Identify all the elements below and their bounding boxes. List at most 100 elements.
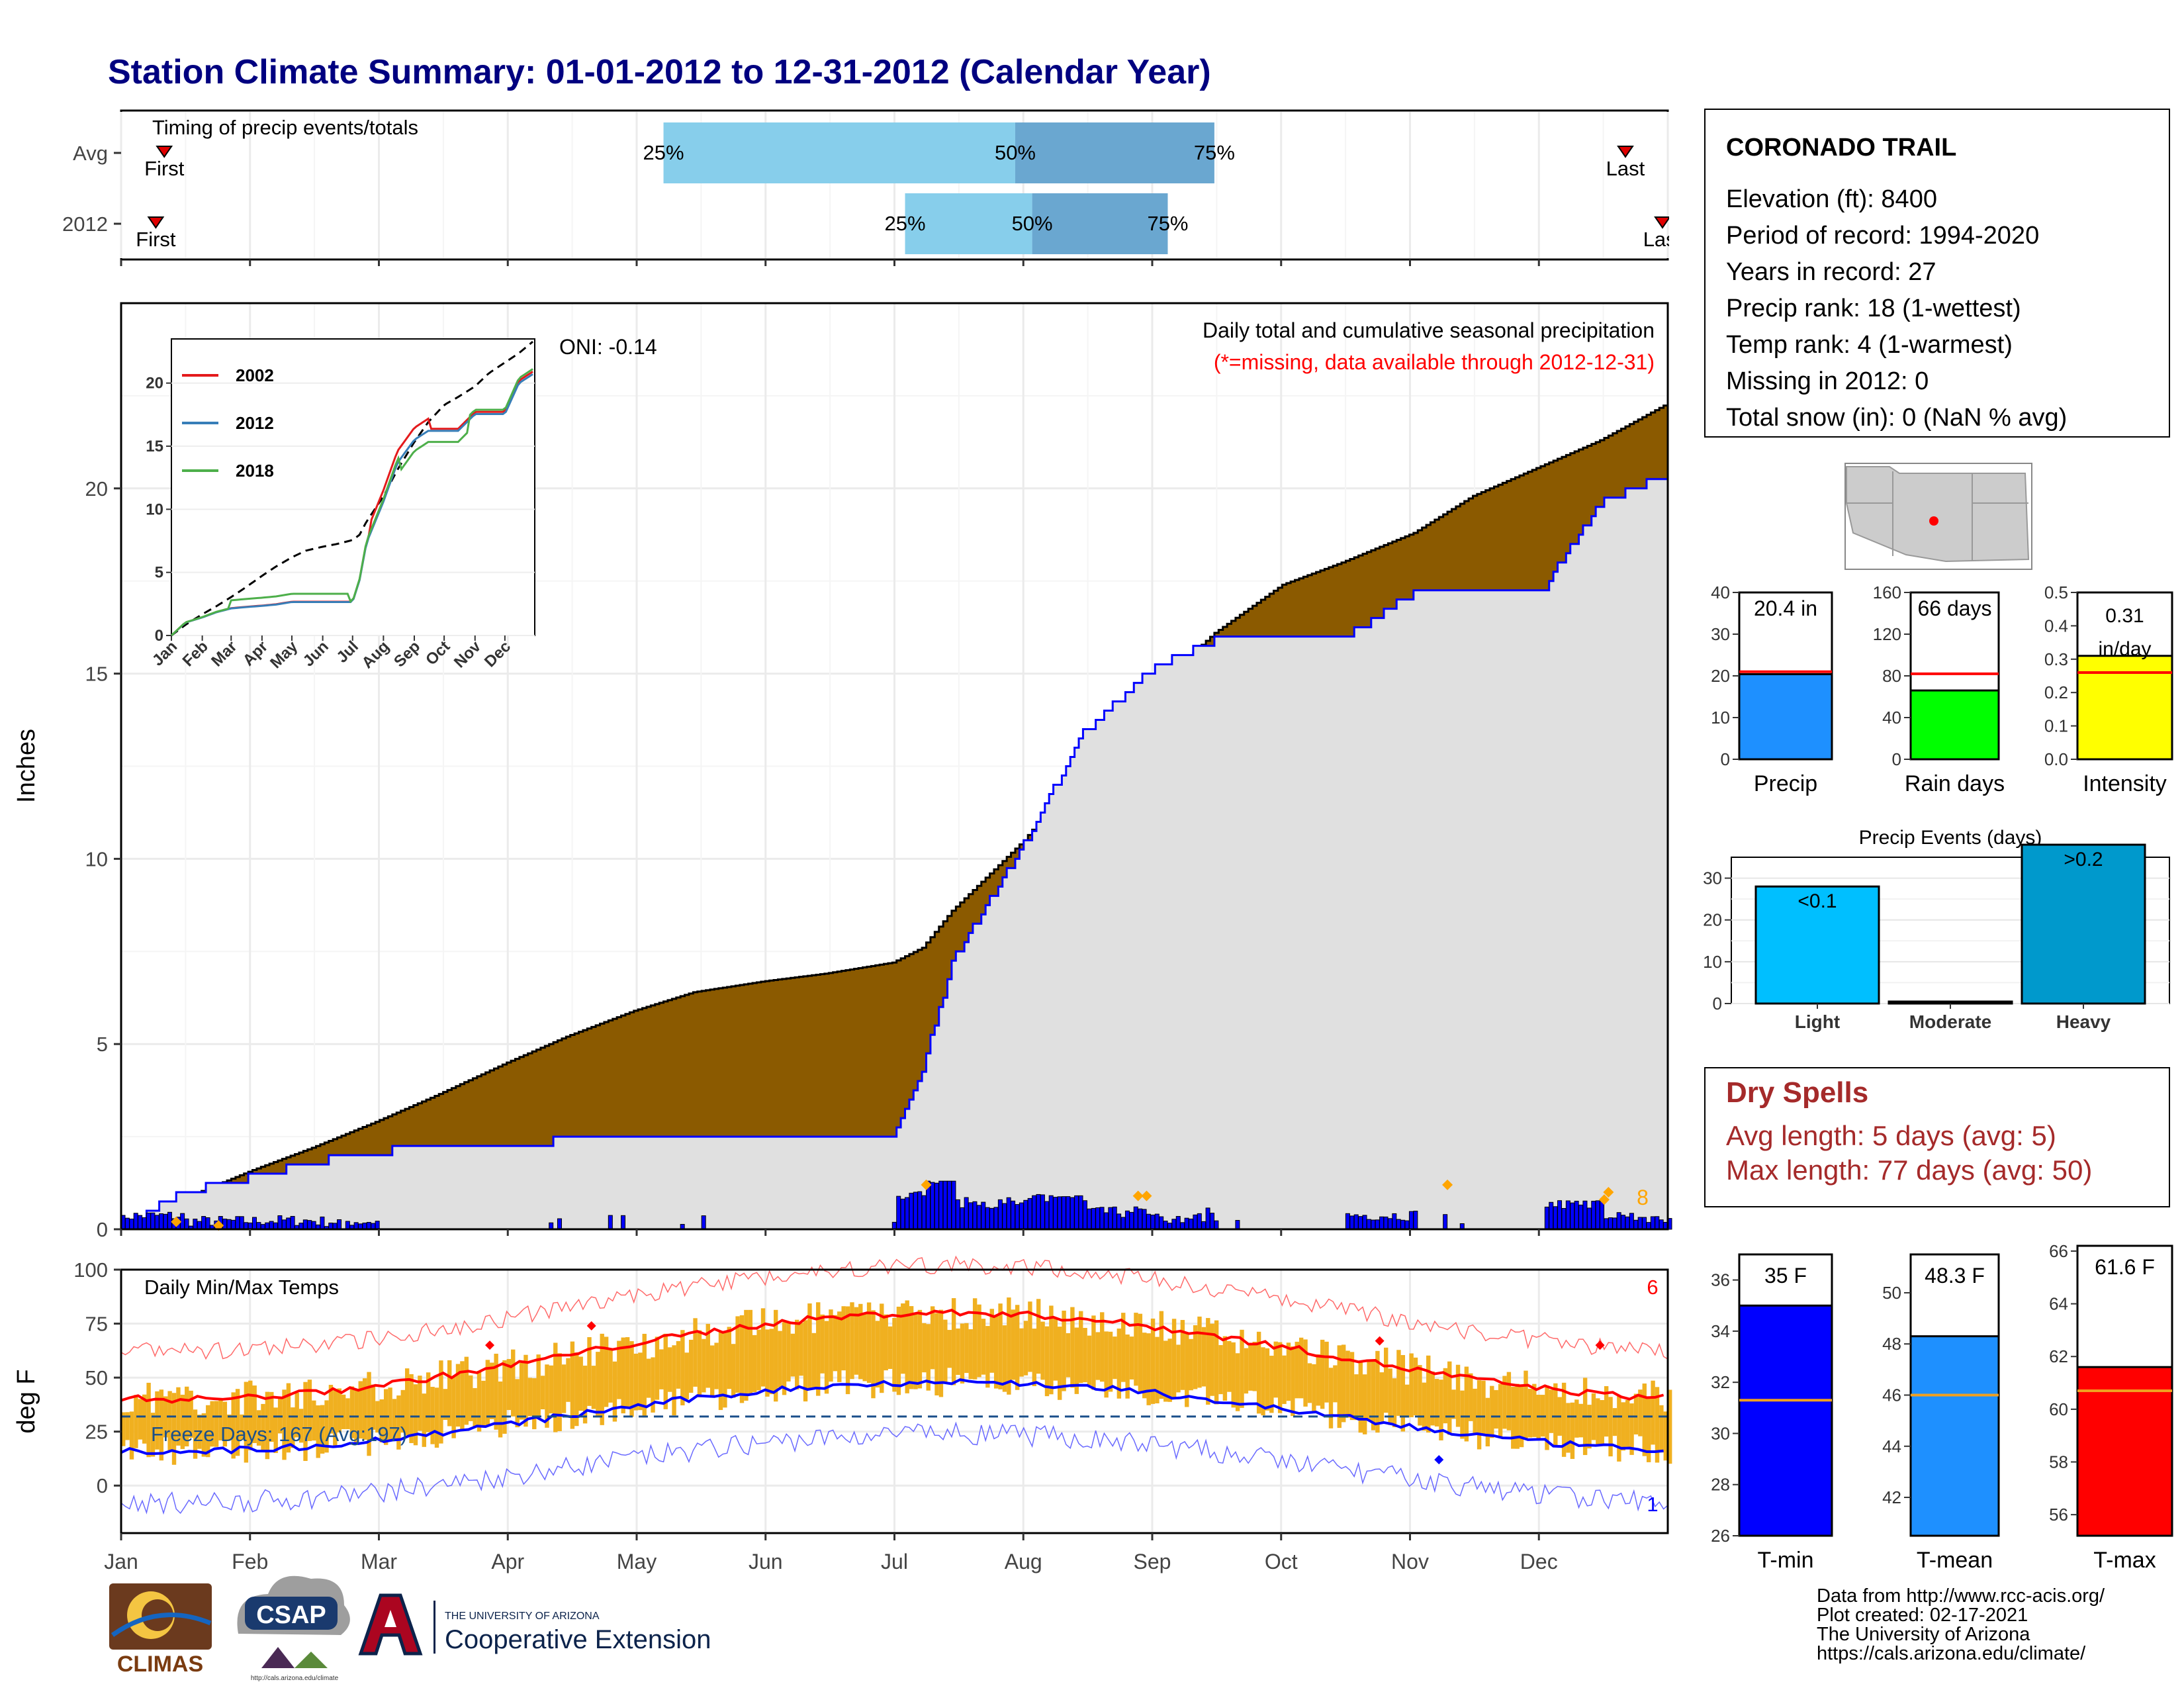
daily-precip-bar <box>1600 1201 1605 1230</box>
daily-temp-bar <box>240 1414 244 1440</box>
daily-temp-bar <box>1481 1380 1486 1436</box>
daily-precip-bar <box>968 1202 974 1230</box>
daily-precip-bar <box>256 1222 261 1230</box>
daily-temp-bar <box>1612 1408 1617 1436</box>
daily-temp-bar <box>1248 1344 1253 1391</box>
daily-precip-bar <box>1549 1201 1554 1230</box>
summary-value: 66 days <box>1917 596 1991 620</box>
daily-temp-bar <box>884 1314 888 1371</box>
daily-temp-bar <box>1443 1368 1448 1424</box>
daily-precip-bar <box>239 1216 244 1230</box>
daily-precip-bar <box>302 1219 308 1230</box>
daily-temp-bar <box>651 1357 655 1413</box>
last-event-marker <box>1617 146 1634 158</box>
daily-precip-bar <box>1366 1219 1371 1230</box>
daily-temp-bar <box>557 1353 562 1432</box>
month-label: Jun <box>749 1550 783 1573</box>
y-tick-label: 120 <box>1873 624 1901 644</box>
percentile-label: 50% <box>995 141 1036 164</box>
daily-precip-bar <box>1616 1212 1621 1230</box>
daily-temp-bar <box>646 1358 651 1398</box>
inset-y-tick-label: 10 <box>146 500 163 518</box>
month-label: Feb <box>232 1550 268 1573</box>
daily-temp-bar <box>1668 1389 1672 1464</box>
daily-precip-bar <box>1027 1197 1032 1230</box>
station-info-box: CORONADO TRAIL Elevation (ft): 8400 Peri… <box>1704 109 2170 438</box>
daily-precip-bar <box>985 1207 990 1230</box>
daily-temp-bar <box>167 1391 172 1451</box>
daily-temp-bar <box>1210 1323 1214 1396</box>
record-high-count: 6 <box>1647 1276 1658 1299</box>
daily-temp-bar <box>511 1349 516 1417</box>
event-category-label: Light <box>1795 1011 1840 1032</box>
event-category-label: Moderate <box>1909 1011 1991 1032</box>
daily-temp-bar <box>1104 1331 1109 1398</box>
station-line: Total snow (in): 0 (NaN % avg) <box>1726 404 2067 432</box>
daily-temp-bar <box>1269 1356 1274 1413</box>
inset-legend-label: 2018 <box>236 461 274 481</box>
daily-temp-bar <box>320 1405 325 1454</box>
daily-precip-bar <box>1210 1213 1215 1230</box>
daily-temp-bar <box>638 1352 643 1411</box>
daily-temp-bar <box>134 1395 138 1448</box>
daily-precip-bar <box>251 1217 257 1230</box>
timing-panel: Timing of precip events/totals 25% 50% 75% F… <box>62 106 1696 266</box>
daily-temp-bar <box>960 1323 965 1384</box>
daily-temp-bar <box>1392 1378 1397 1427</box>
daily-temp-bar <box>536 1354 541 1417</box>
daily-temp-bar <box>739 1315 745 1403</box>
daily-temp-bar <box>426 1372 431 1432</box>
daily-temp-bar <box>418 1376 422 1431</box>
daily-temp-bar <box>901 1303 905 1374</box>
daily-temp-bar <box>680 1330 685 1406</box>
daily-precip-bar <box>1235 1220 1240 1230</box>
location-map <box>1844 463 2032 570</box>
daily-precip-bar <box>1044 1201 1050 1230</box>
daily-precip-bar <box>1129 1211 1134 1230</box>
station-line: Temp rank: 4 (1-warmest) <box>1726 331 2013 359</box>
daily-precip-bar <box>311 1221 316 1230</box>
y-tick-label: 64 <box>2049 1294 2068 1314</box>
daily-temp-bar <box>1451 1389 1456 1419</box>
inset-legend-label: 2002 <box>236 365 274 385</box>
month-label: Oct <box>1265 1550 1298 1573</box>
month-label: Dec <box>1520 1550 1558 1573</box>
temp-summary-value: 61.6 F <box>2095 1255 2155 1279</box>
daily-temp-bar <box>1629 1403 1634 1455</box>
daily-temp-bar <box>790 1333 796 1377</box>
daily-temp-bar <box>265 1391 270 1460</box>
daily-temp-bar <box>1244 1348 1249 1394</box>
daily-temp-bar <box>608 1349 613 1403</box>
daily-temp-bar <box>1231 1342 1236 1408</box>
daily-temp-bar <box>977 1304 981 1378</box>
daily-temp-bar <box>578 1356 583 1411</box>
daily-temp-bar <box>769 1329 774 1395</box>
daily-precip-bar <box>972 1201 978 1230</box>
daily-temp-bar <box>803 1320 808 1402</box>
daily-temp-bar <box>324 1400 329 1453</box>
daily-temp-bar <box>1180 1320 1185 1390</box>
climas-logo: CLIMAS <box>109 1583 212 1677</box>
daily-temp-bar <box>782 1322 787 1395</box>
daily-precip-bar <box>138 1215 143 1230</box>
daily-temp-bar <box>125 1412 130 1440</box>
daily-precip-bar <box>557 1218 562 1230</box>
precip-events-chart: Precip Events (days) 0 10 20 30 <0.1 Light Mode… <box>1703 827 2170 1032</box>
daily-temp-bar <box>1655 1387 1660 1463</box>
daily-precip-bar <box>1201 1221 1206 1230</box>
dry-spells-title: Dry Spells <box>1726 1076 1868 1109</box>
y-tick-label: 30 <box>1711 1423 1730 1443</box>
daily-temp-bar <box>469 1375 473 1421</box>
month-label: Sep <box>1134 1550 1171 1573</box>
daily-precip-bar <box>1633 1219 1639 1230</box>
daily-temp-bar <box>409 1374 414 1444</box>
precip-timing-band <box>905 193 1032 254</box>
daily-temp-bar <box>295 1392 299 1438</box>
daily-temp-bar <box>1434 1379 1439 1427</box>
daily-temp-bar <box>1498 1383 1503 1436</box>
record-high-line <box>120 1255 1668 1360</box>
daily-temp-bar <box>786 1321 791 1382</box>
dry-spells-max: Max length: 77 days (avg: 50) <box>1726 1154 2092 1186</box>
daily-temp-bar <box>1176 1344 1181 1393</box>
